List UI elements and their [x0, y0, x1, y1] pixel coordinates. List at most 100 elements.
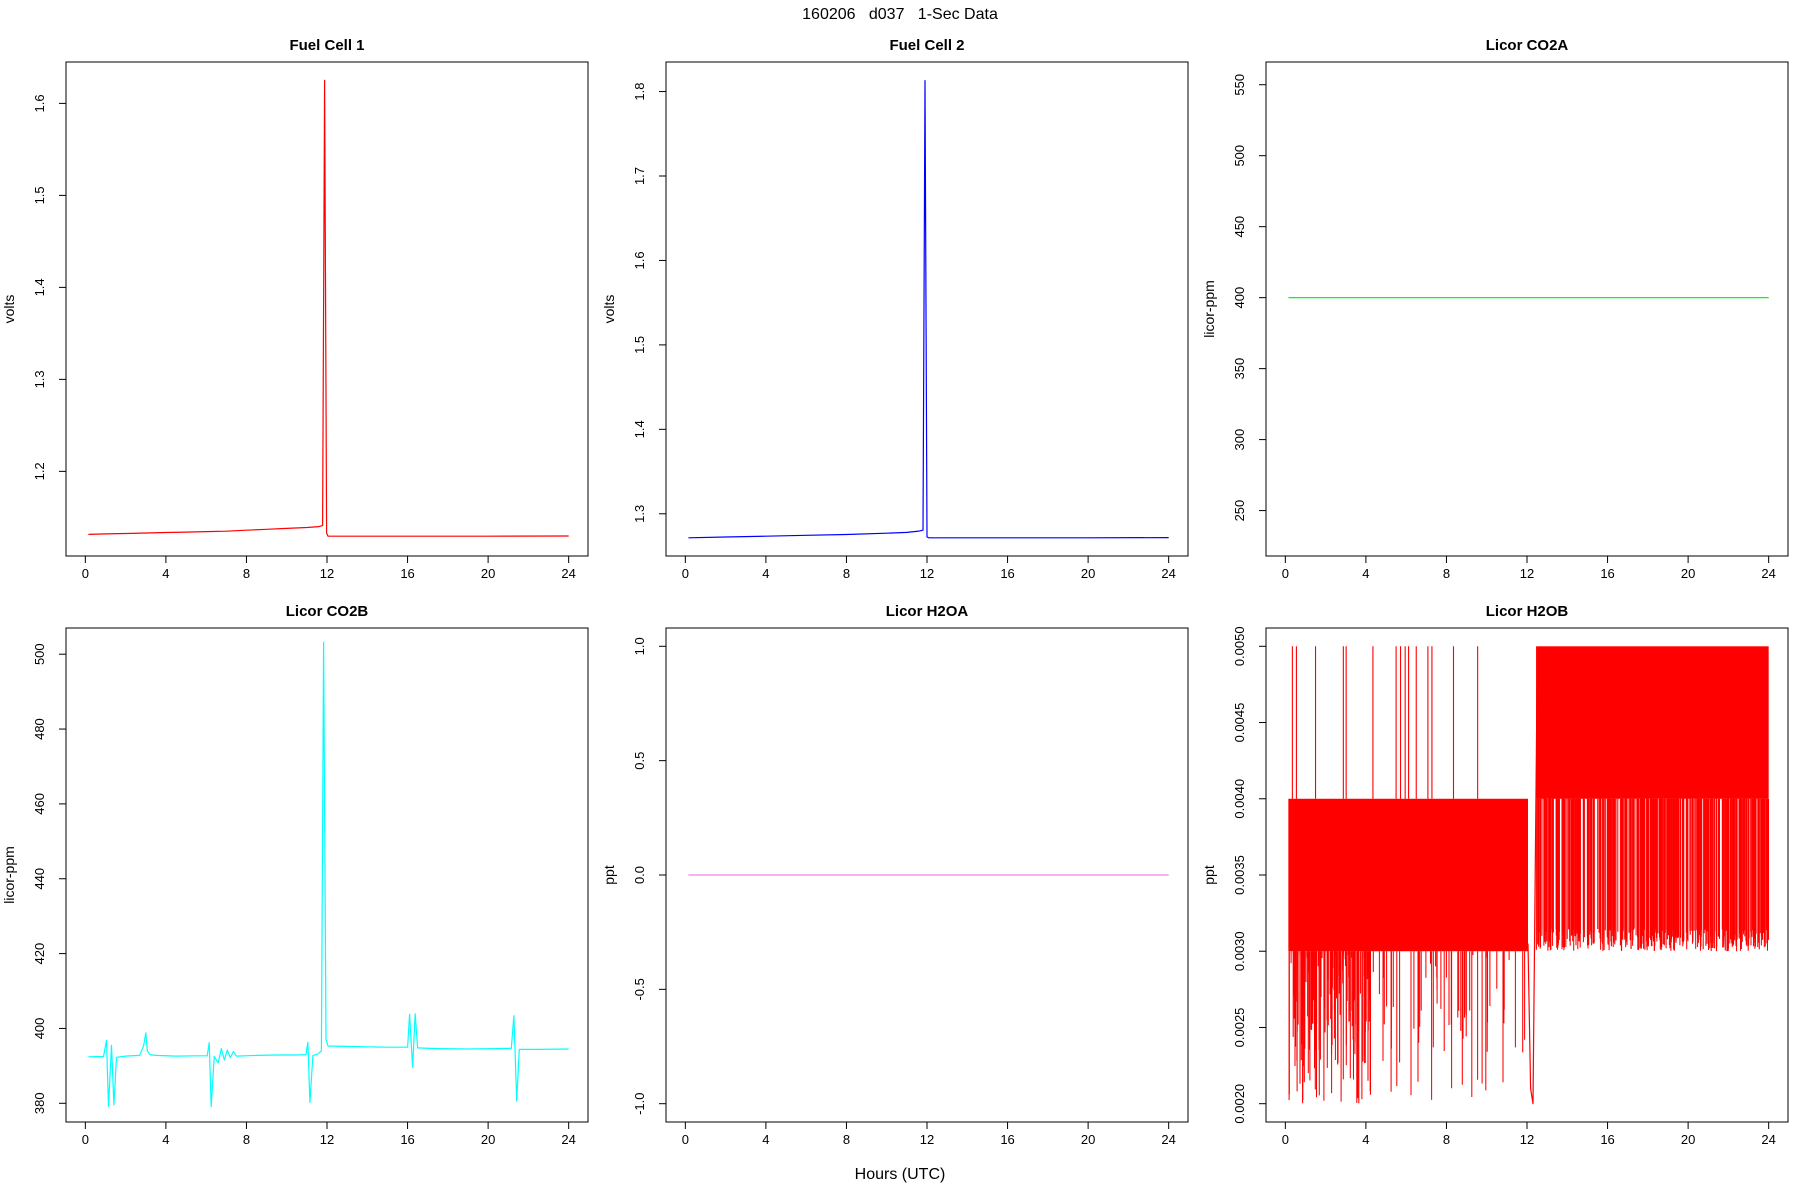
panel-licor-h2ob: 0 4 8 12 16 20 24 0.0020 0.0025 0.0030 0.0035 0.004…: [1200, 596, 1800, 1162]
x-tick-label: 4: [162, 1132, 169, 1147]
x-tick-label: 20: [1081, 566, 1095, 581]
chart-title: Licor CO2A: [1486, 37, 1569, 54]
x-tick-label: 4: [762, 566, 769, 581]
data-series: [688, 79, 1169, 539]
y-tick-label: 500: [1232, 145, 1247, 167]
x-tick-label: 8: [243, 566, 250, 581]
x-tick-label: 0: [1282, 566, 1289, 581]
data-series: [88, 641, 569, 1108]
x-tick-label: 4: [762, 1132, 769, 1147]
x-tick-label: 0: [1282, 1132, 1289, 1147]
x-tick-label: 0: [82, 1132, 89, 1147]
x-tick-label: 4: [162, 566, 169, 581]
chart-title: Licor H2OA: [886, 603, 969, 620]
y-tick-label: 440: [32, 868, 47, 890]
y-tick-label: -0.5: [632, 978, 647, 1000]
chart-title: Fuel Cell 2: [889, 37, 964, 54]
y-tick-label: 0.5: [632, 752, 647, 770]
y-tick-label: 1.4: [632, 420, 647, 438]
y-tick-label: 380: [32, 1092, 47, 1114]
x-tick-label: 12: [920, 566, 934, 581]
x-tick-label: 8: [1443, 1132, 1450, 1147]
page-title: 160206 d037 1-Sec Data: [802, 6, 998, 23]
chart-title: Licor H2OB: [1486, 603, 1569, 620]
data-area: [88, 79, 569, 537]
x-tick-label: 16: [1600, 566, 1614, 581]
y-tick-label: 1.6: [632, 251, 647, 269]
data-area: [88, 641, 569, 1108]
data-series: [88, 79, 569, 537]
x-tick-label: 24: [561, 566, 575, 581]
chart-fuel-cell-2: 0 4 8 12 16 20 24 1.3 1.4 1.5 1.6 1.7 1.8 volts Fuel C…: [601, 37, 1189, 581]
y-tick-label: 0.0035: [1232, 855, 1247, 895]
chart-licor-co2a: 0 4 8 12 16 20 24 250 300 350 400 450 500 550 licor-pp…: [1201, 37, 1789, 581]
y-tick-label: 1.3: [632, 505, 647, 523]
x-tick-label: 8: [843, 1132, 850, 1147]
x-tick-label: 24: [1761, 566, 1775, 581]
x-tick-label: 20: [481, 566, 495, 581]
y-tick-label: 1.3: [32, 370, 47, 388]
x-tick-label: 0: [682, 566, 689, 581]
y-tick-label: 300: [1232, 429, 1247, 451]
chart-fuel-cell-1: 0 4 8 12 16 20 24 1.2 1.3 1.4 1.5 1.6 volts Fuel Cell…: [1, 37, 589, 581]
y-tick-label: 0.0025: [1232, 1008, 1247, 1048]
y-tick-label: 1.4: [32, 278, 47, 296]
x-tick-label: 8: [1443, 566, 1450, 581]
y-tick-label: 460: [32, 793, 47, 815]
y-tick-label: 0.0030: [1232, 931, 1247, 971]
data-band: [1288, 798, 1529, 952]
panel-licor-co2b: 0 4 8 12 16 20 24 380 400 420 440 460 480 500 licor-pp…: [0, 596, 600, 1162]
y-tick-label: 1.5: [632, 336, 647, 354]
data-series: [1527, 676, 1538, 1105]
data-area: [688, 79, 1169, 539]
x-tick-label: 16: [400, 1132, 414, 1147]
y-tick-label: 1.8: [632, 83, 647, 101]
y-tick-label: 420: [32, 943, 47, 965]
x-tick-label: 24: [1161, 566, 1175, 581]
y-axis-title: volts: [601, 295, 617, 324]
y-tick-label: 1.5: [32, 186, 47, 204]
x-tick-label: 24: [1161, 1132, 1175, 1147]
x-tick-label: 20: [1081, 1132, 1095, 1147]
panel-fuel-cell-2: 0 4 8 12 16 20 24 1.3 1.4 1.5 1.6 1.7 1.8 volts Fuel C…: [600, 30, 1200, 596]
y-tick-label: 450: [1232, 216, 1247, 238]
chart-licor-co2b: 0 4 8 12 16 20 24 380 400 420 440 460 480 500 licor-pp…: [1, 603, 589, 1147]
x-tick-label: 20: [1681, 1132, 1695, 1147]
chart-title: Licor CO2B: [286, 603, 369, 620]
chart-licor-h2oa: 0 4 8 12 16 20 24 -1.0 -0.5 0.0 0.5 1.0 ppt Licor H2O…: [601, 603, 1189, 1147]
y-axis-title: volts: [1, 295, 17, 324]
y-axis-title: licor-ppm: [1, 846, 17, 904]
x-tick-label: 24: [561, 1132, 575, 1147]
x-tick-label: 16: [1000, 1132, 1014, 1147]
y-tick-label: 0.0050: [1232, 626, 1247, 666]
y-axis-title: ppt: [601, 865, 617, 885]
y-tick-label: 1.7: [632, 167, 647, 185]
y-tick-label: 1.2: [32, 462, 47, 480]
y-tick-label: 550: [1232, 74, 1247, 96]
panel-fuel-cell-1: 0 4 8 12 16 20 24 1.2 1.3 1.4 1.5 1.6 volts Fuel Cell…: [0, 30, 600, 596]
y-tick-label: 1.6: [32, 94, 47, 112]
data-band: [1536, 646, 1769, 799]
x-tick-label: 12: [320, 1132, 334, 1147]
y-tick-label: 500: [32, 643, 47, 665]
x-tick-label: 20: [1681, 566, 1695, 581]
y-axis-title: ppt: [1201, 865, 1217, 885]
plot-box: [1265, 61, 1789, 557]
y-axis-title: licor-ppm: [1201, 280, 1217, 338]
x-tick-label: 4: [1362, 1132, 1369, 1147]
charts-grid: 0 4 8 12 16 20 24 1.2 1.3 1.4 1.5 1.6 volts Fuel Cell…: [0, 30, 1800, 1162]
plot-box: [65, 61, 589, 557]
x-axis-label: Hours (UTC): [854, 1166, 946, 1183]
y-tick-label: -1.0: [632, 1093, 647, 1115]
x-tick-label: 12: [1520, 566, 1534, 581]
x-tick-label: 8: [243, 1132, 250, 1147]
x-tick-label: 16: [1600, 1132, 1614, 1147]
y-tick-label: 400: [1232, 287, 1247, 309]
x-tick-label: 4: [1362, 566, 1369, 581]
y-tick-label: 0.0045: [1232, 703, 1247, 743]
chart-title: Fuel Cell 1: [289, 37, 364, 54]
x-tick-label: 24: [1761, 1132, 1775, 1147]
x-tick-label: 0: [82, 566, 89, 581]
x-tick-label: 20: [481, 1132, 495, 1147]
